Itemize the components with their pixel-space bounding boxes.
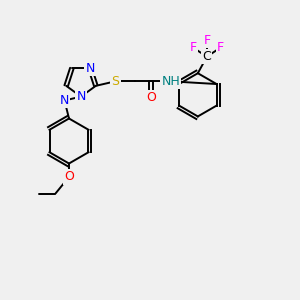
Text: F: F [217,41,224,54]
Text: O: O [64,170,74,184]
Text: O: O [146,91,156,104]
Text: N: N [85,62,95,75]
Text: N: N [60,94,69,107]
Text: N: N [76,90,86,103]
Text: NH: NH [161,75,180,88]
Text: F: F [203,34,210,47]
Text: S: S [111,75,119,88]
Text: F: F [190,41,197,54]
Text: C: C [202,50,211,63]
